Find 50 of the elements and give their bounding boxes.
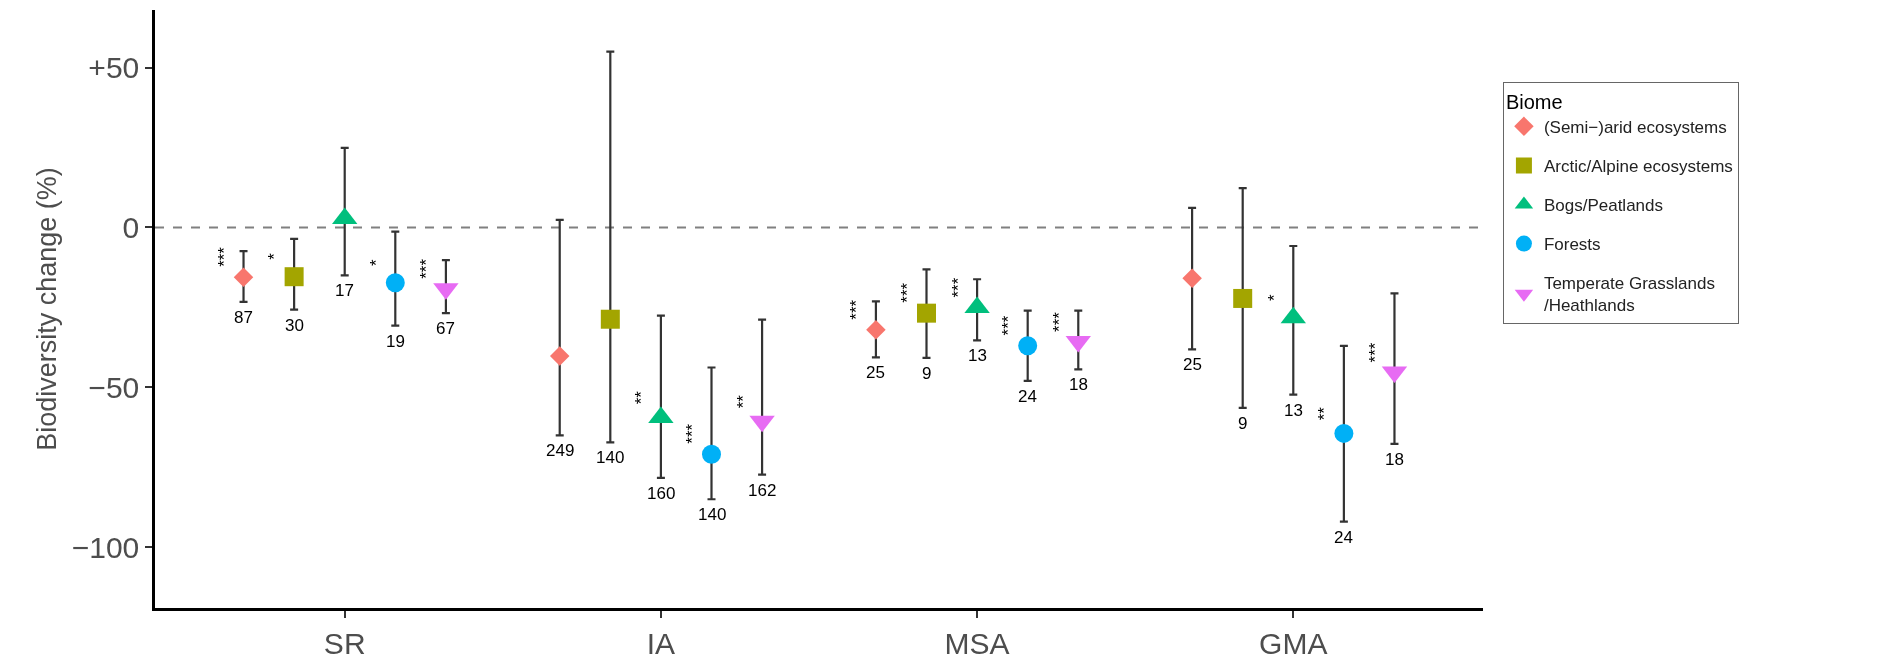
annotation: 25 [1183, 355, 1202, 374]
annotation: * [1264, 293, 1284, 301]
x-tick-label: SR [323, 626, 366, 660]
y-tick-label: −100 [71, 530, 140, 564]
annotation: *** [683, 423, 703, 444]
annotation: *** [898, 282, 918, 303]
y-tick-label: +50 [88, 51, 140, 85]
legend-label: Temperate Grasslands /Heathlands [1543, 274, 1715, 316]
legend-title: Biome [1505, 90, 1563, 113]
annotation: *** [847, 299, 867, 320]
annotation: 140 [698, 505, 727, 524]
annotation: 25 [866, 363, 885, 382]
annotation: *** [215, 246, 235, 267]
annotation: 18 [1385, 450, 1404, 469]
annotation: *** [998, 315, 1018, 336]
annotation: *** [948, 277, 968, 298]
y-tick-label: −50 [88, 370, 140, 404]
annotation: 13 [968, 346, 987, 365]
annotation: *** [417, 258, 437, 279]
annotation: 19 [386, 332, 405, 351]
annotation: ** [632, 390, 652, 405]
annotation: * [265, 252, 285, 260]
annotation: 18 [1069, 375, 1088, 394]
annotation: 160 [647, 484, 676, 503]
x-tick-label: MSA [944, 626, 1010, 660]
annotation: *** [1366, 342, 1386, 363]
x-tick-label: IA [646, 626, 676, 660]
annotation: 249 [546, 441, 575, 460]
x-tick-label: GMA [1259, 626, 1328, 660]
annotation: 9 [922, 364, 932, 383]
annotation: ** [1315, 406, 1335, 421]
annotation: * [366, 259, 386, 267]
annotation: 140 [596, 448, 625, 467]
annotation: 24 [1334, 528, 1353, 547]
annotation: 87 [234, 308, 253, 327]
annotation: *** [1049, 311, 1069, 332]
annotation: 30 [285, 316, 304, 335]
annotation: 162 [748, 481, 777, 500]
annotation: 13 [1284, 401, 1303, 420]
y-axis-title: Biodiversity change (%) [31, 167, 62, 451]
legend-label: (Semi−)arid ecosystems [1543, 117, 1727, 137]
annotation: 9 [1238, 414, 1248, 433]
legend-label: Arctic/Alpine ecosystems [1543, 157, 1733, 177]
annotation: 24 [1018, 387, 1037, 406]
legend-label: Bogs/Peatlands [1543, 196, 1664, 216]
annotation: ** [733, 394, 753, 409]
legend-label: Forests [1543, 235, 1601, 255]
y-tick-label: 0 [122, 210, 140, 244]
annotation: 67 [436, 319, 455, 338]
annotation: 17 [335, 281, 354, 300]
